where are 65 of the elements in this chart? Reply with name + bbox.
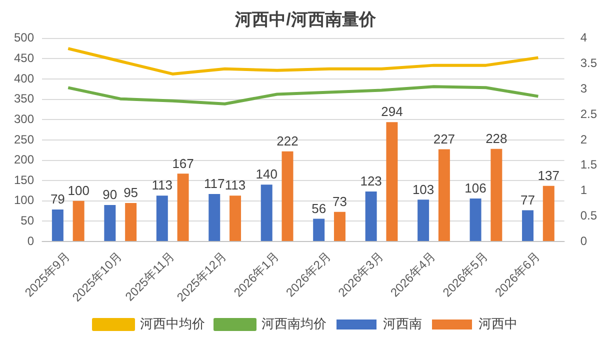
y2-tick-label: 3.5	[580, 56, 598, 70]
legend-label: 河西中均价	[140, 316, 205, 332]
bar	[282, 151, 294, 242]
bar	[490, 148, 502, 242]
bar	[438, 149, 450, 242]
bar	[313, 218, 325, 242]
chart-title: 河西中/河西南量价	[234, 10, 377, 29]
legend-label: 河西中	[478, 316, 518, 332]
y2-tick-label: 3	[580, 81, 588, 96]
data-label: 77	[520, 192, 535, 208]
y2-tick-label: 0.5	[580, 208, 598, 222]
data-label: 167	[172, 156, 194, 171]
y2-tick-label: 1.5	[580, 158, 598, 172]
data-label: 79	[50, 192, 65, 207]
y2-tick-label: 4	[580, 30, 588, 45]
y-tick-label: 400	[14, 71, 34, 86]
y-tick-label: 100	[14, 193, 34, 208]
y-tick-label: 150	[14, 172, 34, 187]
data-label: 117	[204, 176, 225, 192]
y2-tick-label: 0	[580, 234, 588, 248]
data-label: 106	[464, 180, 486, 196]
data-label: 90	[102, 187, 118, 202]
y-tick-label: 500	[14, 30, 34, 45]
data-label: 100	[68, 182, 90, 198]
bar	[208, 194, 220, 242]
data-label: 222	[276, 133, 298, 148]
y2-tick-label: 2.5	[580, 106, 598, 121]
data-label: 103	[412, 182, 434, 197]
y-tick-label: 350	[14, 92, 34, 106]
bar	[418, 200, 430, 242]
bar	[470, 198, 482, 242]
data-label: 228	[486, 130, 508, 146]
data-label: 56	[312, 200, 326, 216]
y-tick-label: 300	[14, 112, 34, 126]
y-tick-label: 200	[14, 152, 34, 167]
y2-tick-label: 1	[580, 183, 588, 198]
y-tick-label: 50	[20, 214, 34, 228]
y-tick-label: 250	[14, 132, 34, 146]
bar	[260, 184, 272, 242]
bar	[156, 196, 168, 242]
data-label: 123	[360, 174, 382, 189]
bar	[386, 122, 398, 242]
bar	[177, 174, 189, 242]
data-label: 95	[124, 185, 138, 200]
y2-tick-label: 2	[580, 132, 588, 146]
bar	[230, 196, 242, 242]
data-label: 140	[256, 166, 278, 182]
data-label: 73	[332, 194, 347, 209]
data-label: 113	[224, 178, 246, 193]
legend-label: 河西南	[383, 316, 422, 332]
data-label: 137	[538, 168, 560, 183]
legend-label: 河西南均价	[262, 316, 326, 332]
bar	[52, 209, 64, 242]
y-tick-label: 450	[14, 51, 34, 66]
bar	[334, 212, 346, 242]
y-tick-label: 0	[27, 234, 34, 248]
data-label: 113	[152, 178, 173, 193]
bar	[365, 192, 377, 242]
bar	[104, 204, 116, 242]
bar	[542, 186, 554, 242]
data-label: 227	[433, 131, 456, 146]
data-label: 294	[381, 104, 403, 120]
bar	[522, 210, 534, 242]
bar	[125, 202, 137, 242]
bar	[72, 200, 84, 242]
